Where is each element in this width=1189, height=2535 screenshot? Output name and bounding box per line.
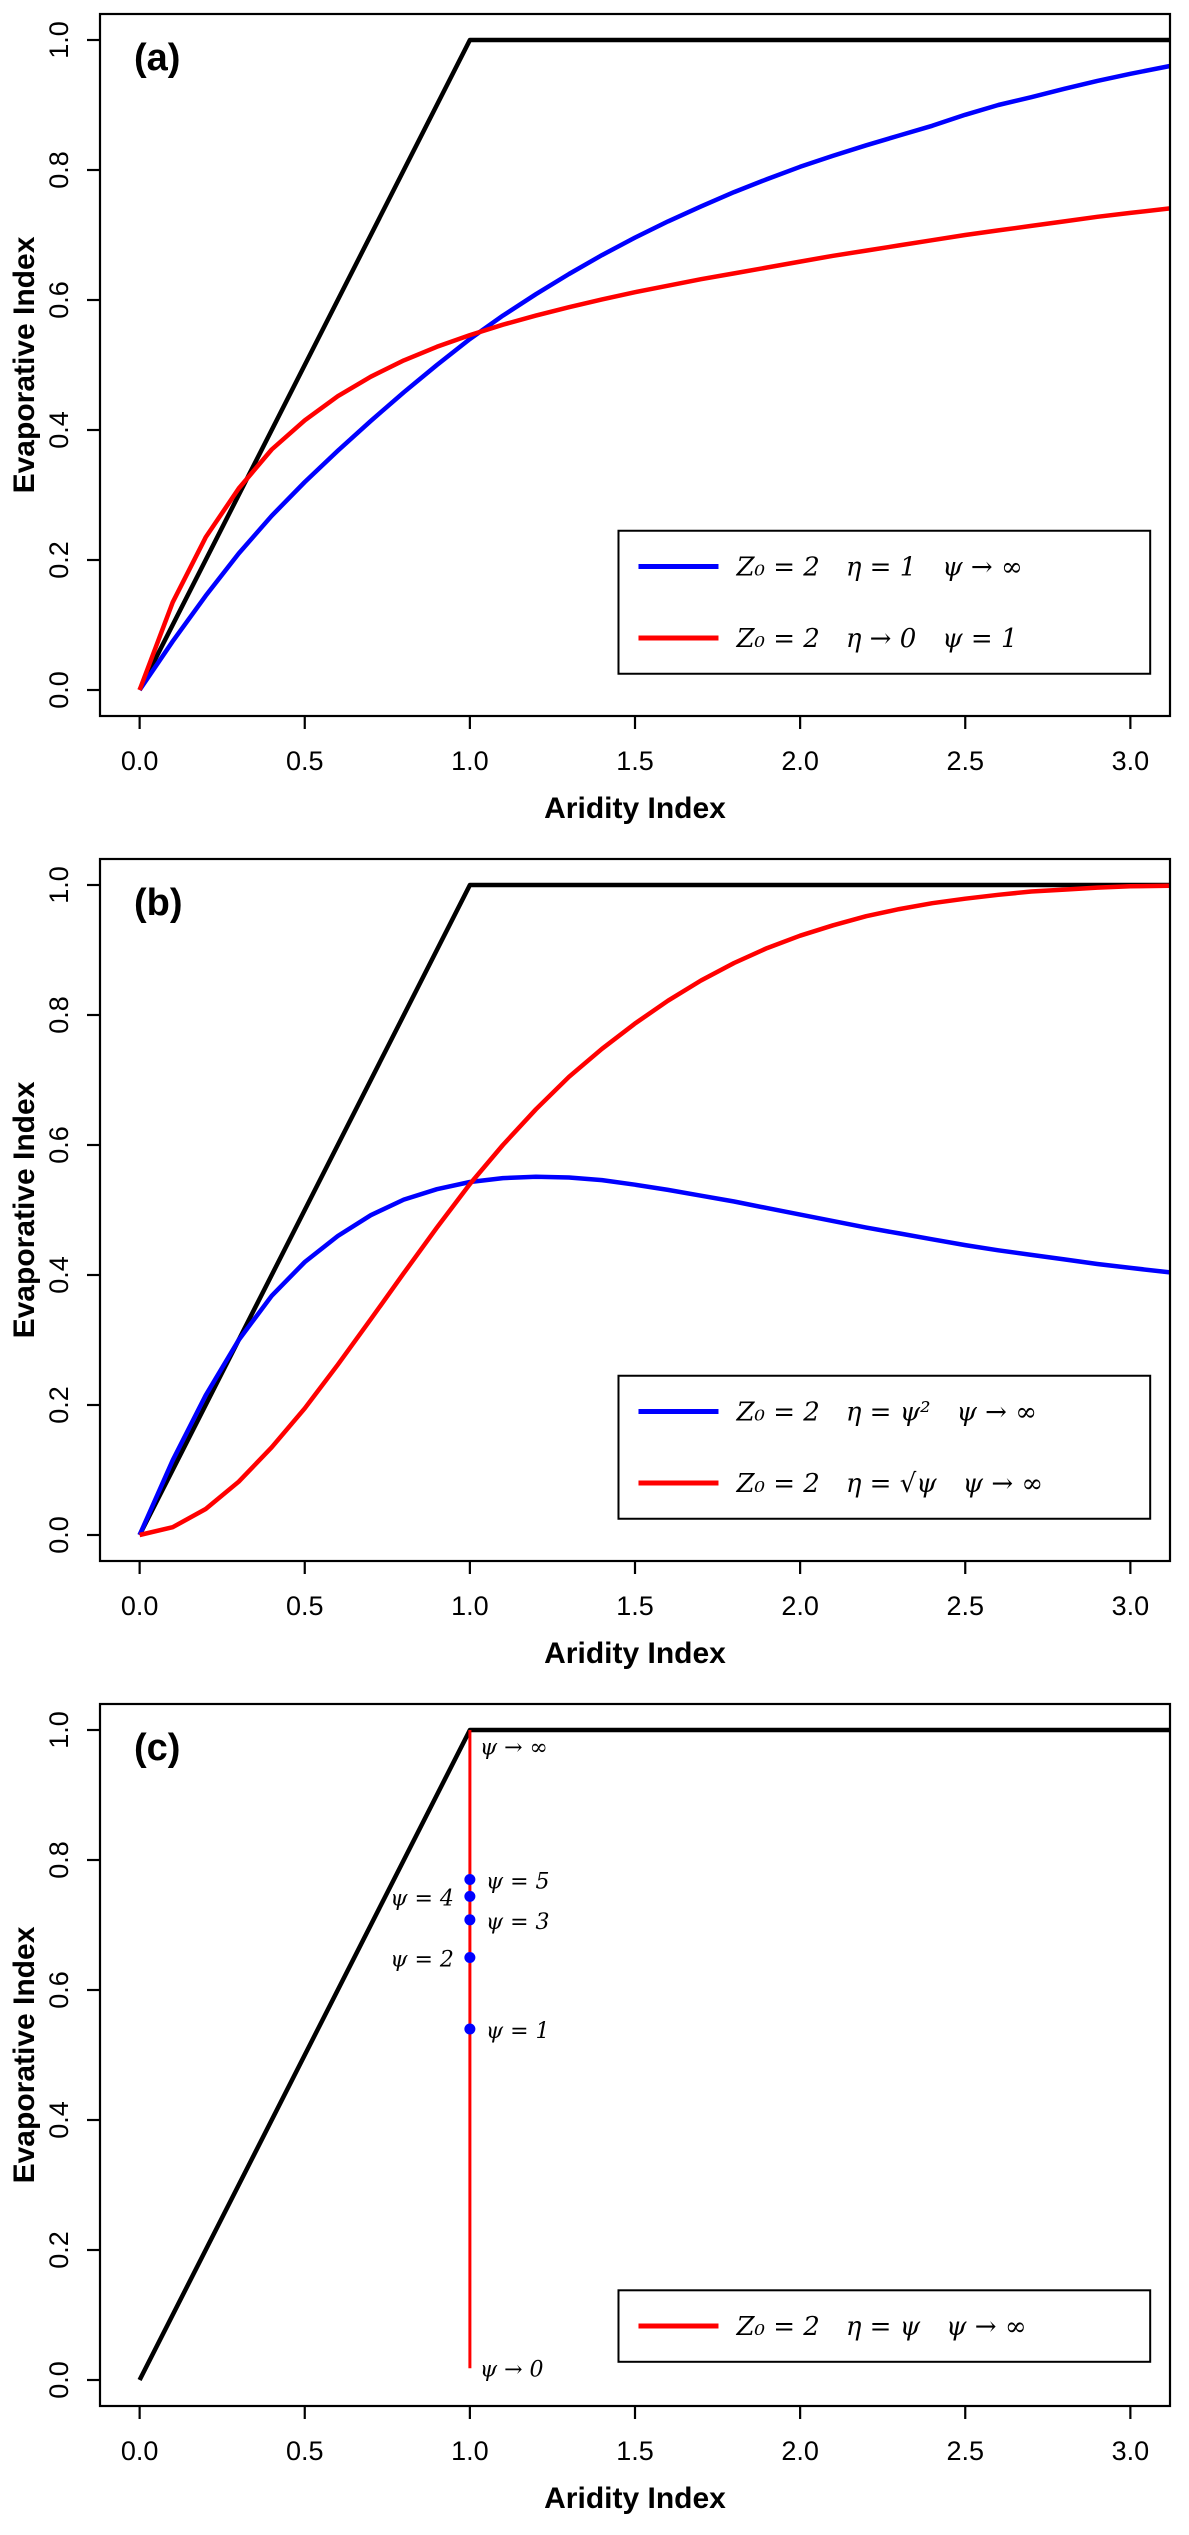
x-tick-label: 3.0 <box>1112 1591 1150 1621</box>
x-tick-label: 2.5 <box>946 746 984 776</box>
y-tick-label: 0.6 <box>44 1126 74 1164</box>
panel-b-chart: 0.0 0.5 1.0 1.5 2.0 2.5 3.0 0.0 0.2 0.4 0.6 0.8 1.0 A… <box>8 857 1172 1670</box>
x-tick-label: 0.5 <box>286 2436 324 2466</box>
data-point <box>464 1874 476 1885</box>
data-point <box>464 1890 476 1902</box>
panel-a: 0.0 0.5 1.0 1.5 2.0 2.5 3.0 0.0 0.2 0.4 0.6 0.8 1.0 A… <box>0 0 1189 845</box>
y-tick-label: 0.8 <box>44 996 74 1034</box>
x-tick-label: 2.0 <box>781 2436 819 2466</box>
y-tick-label: 0.2 <box>44 2231 74 2269</box>
series-budyko-curve-red <box>137 206 1171 691</box>
panel-c: 0.0 0.5 1.0 1.5 2.0 2.5 3.0 0.0 0.2 0.4 0.6 0.8 1.0 A… <box>0 1690 1189 2535</box>
legend-label: Z₀ = 2 η = ψ² ψ → ∞ <box>735 1398 1036 1428</box>
panel-label: (b) <box>134 882 183 924</box>
y-tick-label: 1.0 <box>44 866 74 904</box>
y-tick-label: 0.4 <box>44 411 74 449</box>
x-tick-label: 0.0 <box>121 2436 159 2466</box>
x-tick-label: 2.5 <box>946 2436 984 2466</box>
x-axis-title: Aridity Index <box>544 2482 726 2515</box>
legend-box <box>617 529 1152 675</box>
y-tick-label: 1.0 <box>44 21 74 59</box>
x-tick-label: 2.0 <box>781 746 819 776</box>
y-tick-label: 0.2 <box>44 541 74 579</box>
annotation: ψ = 4 <box>390 1886 454 1911</box>
legend-box <box>617 1374 1152 1520</box>
series-supply-demand-limit <box>137 882 1170 1537</box>
annotation: ψ = 2 <box>390 1948 454 1973</box>
x-tick-label: 1.5 <box>616 746 654 776</box>
x-tick-label: 3.0 <box>1112 2436 1150 2466</box>
y-axis-title: Evaporative Index <box>8 1926 41 2183</box>
y-tick-label: 0.8 <box>44 151 74 189</box>
annotation: ψ → 0 <box>480 2357 544 2382</box>
x-axis-title: Aridity Index <box>544 792 726 825</box>
data-point <box>464 2023 476 2035</box>
x-tick-label: 1.0 <box>451 1591 489 1621</box>
x-tick-label: 0.0 <box>121 1591 159 1621</box>
y-axis-title: Evaporative Index <box>8 1081 41 1338</box>
y-tick-label: 0.6 <box>44 281 74 319</box>
panel-c-chart: 0.0 0.5 1.0 1.5 2.0 2.5 3.0 0.0 0.2 0.4 0.6 0.8 1.0 A… <box>8 1702 1172 2515</box>
plot-border <box>98 12 1172 718</box>
annotation: ψ = 1 <box>486 2019 550 2044</box>
panel-b: 0.0 0.5 1.0 1.5 2.0 2.5 3.0 0.0 0.2 0.4 0.6 0.8 1.0 A… <box>0 845 1189 1690</box>
y-tick-label: 0.0 <box>44 2361 74 2399</box>
legend-label: Z₀ = 2 η = √ψ ψ → ∞ <box>735 1469 1043 1499</box>
y-tick-label: 0.4 <box>44 1256 74 1294</box>
x-tick-label: 0.5 <box>286 1591 324 1621</box>
x-tick-label: 3.0 <box>1112 746 1150 776</box>
y-tick-label: 0.0 <box>44 671 74 709</box>
data-point <box>464 1914 476 1926</box>
panel-label: (a) <box>134 37 180 79</box>
y-tick-label: 1.0 <box>44 1711 74 1749</box>
x-tick-label: 1.0 <box>451 2436 489 2466</box>
x-tick-label: 0.0 <box>121 746 159 776</box>
series-budyko-curve-blue <box>137 63 1171 692</box>
legend-label: Z₀ = 2 η = 1 ψ → ∞ <box>735 553 1022 583</box>
plot-border <box>98 857 1172 1563</box>
annotation: ψ = 5 <box>486 1870 550 1895</box>
x-tick-label: 2.5 <box>946 1591 984 1621</box>
x-tick-label: 1.0 <box>451 746 489 776</box>
x-axis-title: Aridity Index <box>544 1637 726 1670</box>
panel-a-chart: 0.0 0.5 1.0 1.5 2.0 2.5 3.0 0.0 0.2 0.4 0.6 0.8 1.0 A… <box>8 12 1172 825</box>
x-tick-label: 1.5 <box>616 2436 654 2466</box>
x-tick-label: 0.5 <box>286 746 324 776</box>
x-tick-label: 1.5 <box>616 1591 654 1621</box>
data-point <box>464 1952 476 1963</box>
y-tick-label: 0.8 <box>44 1841 74 1879</box>
y-tick-label: 0.4 <box>44 2101 74 2139</box>
series-budyko-curve-blue <box>137 1174 1171 1536</box>
series-supply-demand-limit <box>137 1727 1170 2382</box>
annotation: ψ → ∞ <box>480 1735 548 1760</box>
y-axis-title: Evaporative Index <box>8 236 41 493</box>
series-budyko-curve-red <box>139 883 1171 1538</box>
x-tick-label: 2.0 <box>781 1591 819 1621</box>
annotation: ψ = 3 <box>486 1910 550 1935</box>
legend-label: Z₀ = 2 η = ψ ψ → ∞ <box>735 2312 1026 2342</box>
legend-label: Z₀ = 2 η → 0 ψ = 1 <box>735 624 1017 654</box>
panel-label: (c) <box>134 1727 180 1769</box>
plot-border <box>98 1702 1172 2408</box>
y-tick-label: 0.0 <box>44 1516 74 1554</box>
y-tick-label: 0.6 <box>44 1971 74 2009</box>
y-tick-label: 0.2 <box>44 1386 74 1424</box>
